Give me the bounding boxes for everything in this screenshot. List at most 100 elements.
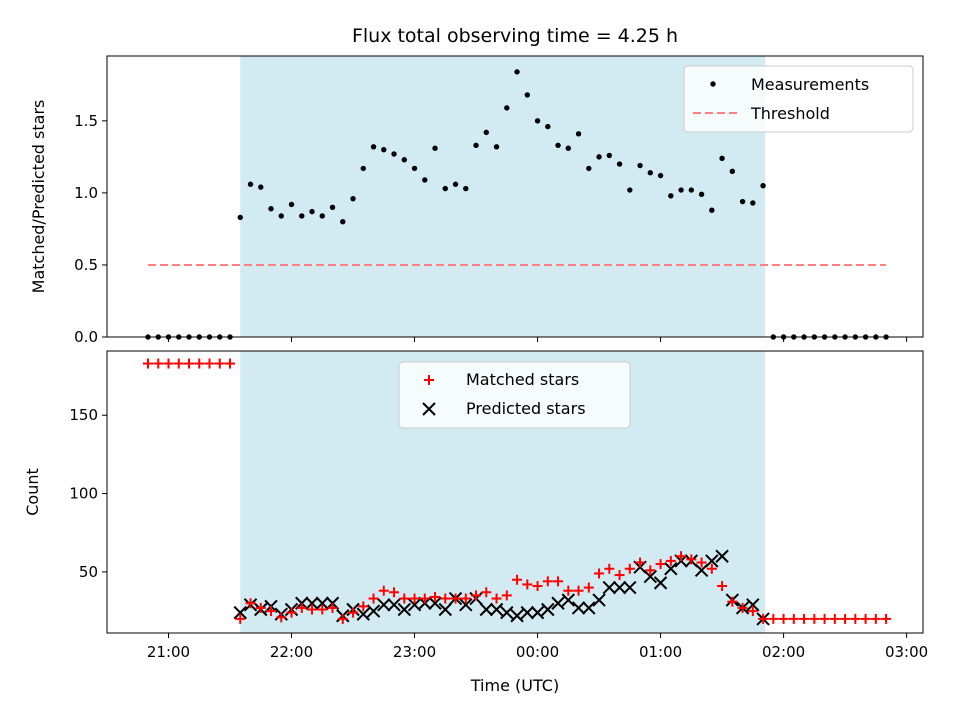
- matched-star-point: [378, 585, 389, 596]
- measurement-point: [483, 129, 489, 136]
- measurement-point: [340, 219, 346, 225]
- matched-star-point: [542, 576, 553, 587]
- matched-star-point: [819, 613, 830, 624]
- matched-star-point: [645, 565, 656, 576]
- predicted-star-point: [623, 580, 637, 595]
- measurement-point: [616, 161, 623, 167]
- measurement-point: [268, 206, 274, 212]
- matched-star-point: [204, 358, 215, 369]
- matched-star-point: [440, 593, 451, 604]
- x-tick-label: 00:00: [516, 643, 559, 661]
- measurement-point: [370, 144, 377, 150]
- measurement-point: [463, 185, 469, 192]
- measurement-point: [442, 185, 448, 192]
- predicted-star-point: [459, 598, 473, 612]
- matched-star-point: [450, 593, 461, 604]
- matched-star-point: [276, 612, 287, 623]
- matched-star-point: [604, 563, 615, 574]
- matched-star-point: [778, 613, 789, 624]
- matched-star-point: [307, 604, 318, 615]
- matched-star-point: [706, 563, 717, 574]
- matched-star-point: [768, 613, 779, 624]
- matched-star-point: [430, 591, 441, 602]
- matched-star-point: [501, 590, 512, 601]
- matched-star-point: [696, 557, 707, 568]
- matched-star-point: [747, 606, 758, 617]
- x-tick-label: 21:00: [147, 643, 190, 661]
- predicted-star-point: [715, 549, 729, 563]
- predicted-star-point: [592, 593, 606, 607]
- measurement-point: [647, 170, 654, 176]
- matched-star-point: [594, 568, 605, 579]
- matched-star-point: [399, 593, 410, 604]
- predicted-star-point: [643, 569, 658, 584]
- y-tick-label: 0.5: [74, 256, 98, 274]
- measurement-point: [524, 92, 531, 98]
- matched-star-point: [522, 579, 533, 590]
- top-axes-frame: [106, 55, 924, 338]
- predicted-star-point: [377, 598, 391, 612]
- measurement-point: [401, 157, 407, 163]
- matched-star-point: [214, 358, 225, 369]
- matched-star-point: [245, 598, 256, 609]
- y-tick-label: 50: [79, 563, 98, 581]
- measurement-point: [258, 184, 264, 190]
- measurement-point: [709, 207, 715, 213]
- matched-star-point: [850, 613, 861, 624]
- measurement-point: [473, 142, 479, 149]
- predicted-star-point: [510, 609, 524, 623]
- predicted-star-point: [602, 580, 617, 595]
- y-tick-label: 150: [69, 406, 98, 424]
- measurement-point: [452, 181, 459, 187]
- matched-star-point: [583, 582, 594, 593]
- predicted-star-point: [500, 605, 514, 620]
- matched-star-point: [553, 576, 564, 587]
- measurement-point: [391, 151, 397, 157]
- x-tick-label: 01:00: [639, 643, 682, 661]
- measurement-point: [422, 177, 428, 183]
- matched-star-point: [573, 585, 584, 596]
- measurement-point: [719, 155, 725, 162]
- bottom-y-axis-label: Count: [23, 468, 42, 516]
- matched-star-point: [655, 559, 666, 570]
- measurement-point: [596, 154, 602, 160]
- matched-star-point: [173, 358, 184, 369]
- matched-star-point: [317, 604, 328, 615]
- measurement-point: [575, 131, 582, 137]
- top-plot-series: [145, 69, 889, 340]
- measurement-point: [555, 142, 561, 149]
- matched-star-point: [799, 613, 810, 624]
- matched-star-point: [327, 602, 338, 613]
- matched-star-point: [717, 581, 728, 591]
- bottom-plot-series: [143, 358, 892, 626]
- matched-star-point: [419, 593, 430, 604]
- measurement-point: [411, 165, 418, 172]
- measurement-point: [319, 213, 325, 219]
- predicted-star-point: [489, 602, 504, 617]
- measurement-point: [627, 187, 633, 193]
- matched-star-point: [686, 554, 697, 565]
- measurement-point: [329, 204, 336, 211]
- bottom-legend-box: [398, 361, 631, 429]
- matched-star-point: [235, 613, 246, 624]
- measurement-point: [237, 214, 243, 221]
- matched-star-point: [409, 593, 420, 604]
- matched-star-point: [348, 607, 359, 618]
- predicted-star-point: [582, 601, 596, 615]
- legend-measurements-marker: [710, 81, 716, 87]
- matched-star-point: [809, 613, 820, 624]
- predicted-star-point: [315, 596, 329, 610]
- matched-star-point: [471, 590, 482, 601]
- predicted-star-point: [305, 596, 319, 610]
- predicted-star-point: [705, 554, 719, 568]
- matched-star-point: [337, 613, 348, 624]
- x-tick-label: 03:00: [885, 643, 928, 661]
- matched-star-point: [491, 593, 502, 604]
- bottom-axis-ticks: 50 100 150 21:00 22:00 23:00 00:00 01:00 02:00 03…: [69, 406, 928, 661]
- matched-star-point: [143, 358, 154, 369]
- x-tick-label: 02:00: [762, 643, 805, 661]
- top-legend: Measurements Threshold: [683, 65, 914, 133]
- measurement-point: [657, 172, 664, 179]
- legend-threshold-label: Threshold: [750, 104, 830, 123]
- measurement-point: [360, 165, 366, 172]
